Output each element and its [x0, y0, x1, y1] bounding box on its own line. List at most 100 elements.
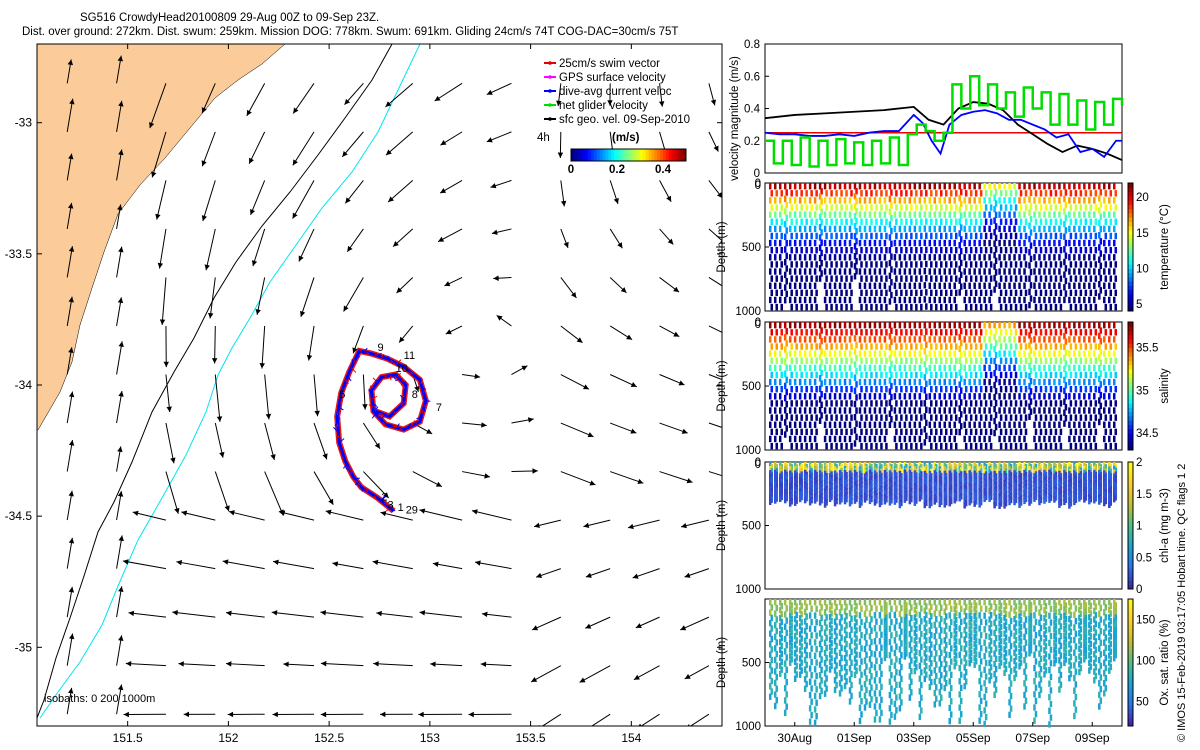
profile-sample [1024, 483, 1028, 491]
profile-sample [769, 282, 772, 289]
profile-sample [1083, 322, 1086, 329]
profile-sample [810, 711, 813, 719]
profile-sample [790, 615, 793, 623]
profile-sample [1033, 491, 1036, 499]
profile-sample [1038, 322, 1041, 329]
profile-sample [793, 599, 797, 606]
profile-sample [808, 486, 812, 494]
velocity-arrow-shaft [66, 98, 74, 132]
profile-colorbar-cell [1128, 420, 1133, 425]
profile-sample [994, 499, 998, 507]
profile-sample [1099, 488, 1103, 495]
profile-sample [833, 495, 837, 503]
profile-sample [1114, 463, 1118, 471]
profile-sample [910, 247, 913, 254]
profile-sample [893, 462, 897, 469]
map-ytick-label: -33 [15, 116, 33, 130]
profile-sample [780, 618, 783, 626]
profile-sample [1039, 488, 1043, 495]
legend-label: net glider velocity [559, 100, 648, 112]
profile-sample [969, 468, 973, 475]
velocity-arrow-shaft [530, 665, 562, 683]
profile-sample [1104, 442, 1108, 450]
profile-sample [820, 656, 823, 663]
profile-sample [800, 190, 803, 197]
profile-sample [1009, 190, 1013, 197]
profile-sample [828, 183, 832, 190]
profile-sample [1108, 421, 1111, 428]
profile-sample [998, 282, 1001, 289]
profile-sample [790, 656, 793, 663]
profile-sample [1069, 400, 1073, 407]
profile-sample [954, 483, 958, 490]
profile-sample [805, 642, 808, 649]
profile-sample [940, 428, 943, 436]
profile-sample [770, 204, 773, 211]
profile-sample [984, 400, 988, 407]
velocity-arrow-head [249, 157, 254, 164]
profile-sample [893, 211, 897, 218]
profile-sample [1099, 225, 1103, 233]
profile-sample [888, 482, 892, 490]
profile-sample [853, 639, 857, 646]
profile-sample [969, 371, 973, 379]
profile-sample [1088, 183, 1091, 190]
profile-sample [1048, 350, 1051, 357]
profile-sample [873, 254, 877, 261]
profile-sample [870, 218, 873, 225]
profile-sample [830, 493, 833, 501]
profile-sample [833, 183, 837, 190]
profile-sample [1008, 435, 1011, 443]
colorbar-cell [663, 149, 667, 161]
velocity-arrow-head [486, 89, 493, 95]
profile-sample [863, 484, 867, 492]
profile-sample [1023, 421, 1026, 428]
profile-sample [908, 493, 912, 501]
profile-sample [798, 407, 802, 414]
profile-sample [935, 428, 938, 436]
profile-sample [1069, 232, 1073, 240]
profile-sample [858, 407, 862, 414]
profile-sample [860, 477, 863, 484]
profile-sample [988, 462, 991, 469]
profile-sample [845, 400, 848, 407]
profile-sample [773, 668, 777, 675]
velocity-arrow-shaft [560, 422, 594, 438]
profile-sample [940, 261, 943, 268]
profile-colorbar-frame [1127, 461, 1134, 590]
profile-sample [1109, 477, 1113, 484]
profile-sample [973, 500, 976, 507]
velocity-arrow-head [580, 729, 586, 734]
profile-sample [1024, 329, 1028, 336]
profile-sample [1014, 442, 1018, 450]
profile-sample [783, 473, 787, 481]
profile-sample [943, 364, 946, 372]
profile-sample [954, 357, 958, 364]
profile-sample [949, 489, 953, 496]
profile-sample [788, 282, 792, 289]
profile-sample [1023, 211, 1026, 218]
profile-sample [848, 378, 852, 386]
profile-sample [903, 492, 907, 500]
profile-sample [1103, 183, 1106, 190]
profile-sample [785, 475, 788, 482]
profile-sample [855, 475, 858, 483]
profile-sample [935, 476, 938, 483]
profile-sample [973, 491, 976, 499]
profile-sample [893, 282, 897, 289]
profile-sample [974, 428, 978, 436]
profile-colorbar-cell [1128, 347, 1133, 353]
profile-sample [848, 621, 852, 628]
profile-sample [1094, 289, 1098, 297]
swim-vector-tick [392, 361, 395, 365]
profile-sample [850, 497, 853, 505]
profile-sample [800, 371, 803, 379]
profile-sample [993, 502, 996, 509]
profile-sample [798, 599, 802, 606]
profile-sample [790, 442, 793, 450]
profile-sample [1089, 483, 1093, 491]
swim-vector-tick [405, 364, 408, 370]
profile-sample [925, 406, 928, 414]
profile-sample [1004, 371, 1008, 379]
profile-sample [875, 400, 878, 407]
